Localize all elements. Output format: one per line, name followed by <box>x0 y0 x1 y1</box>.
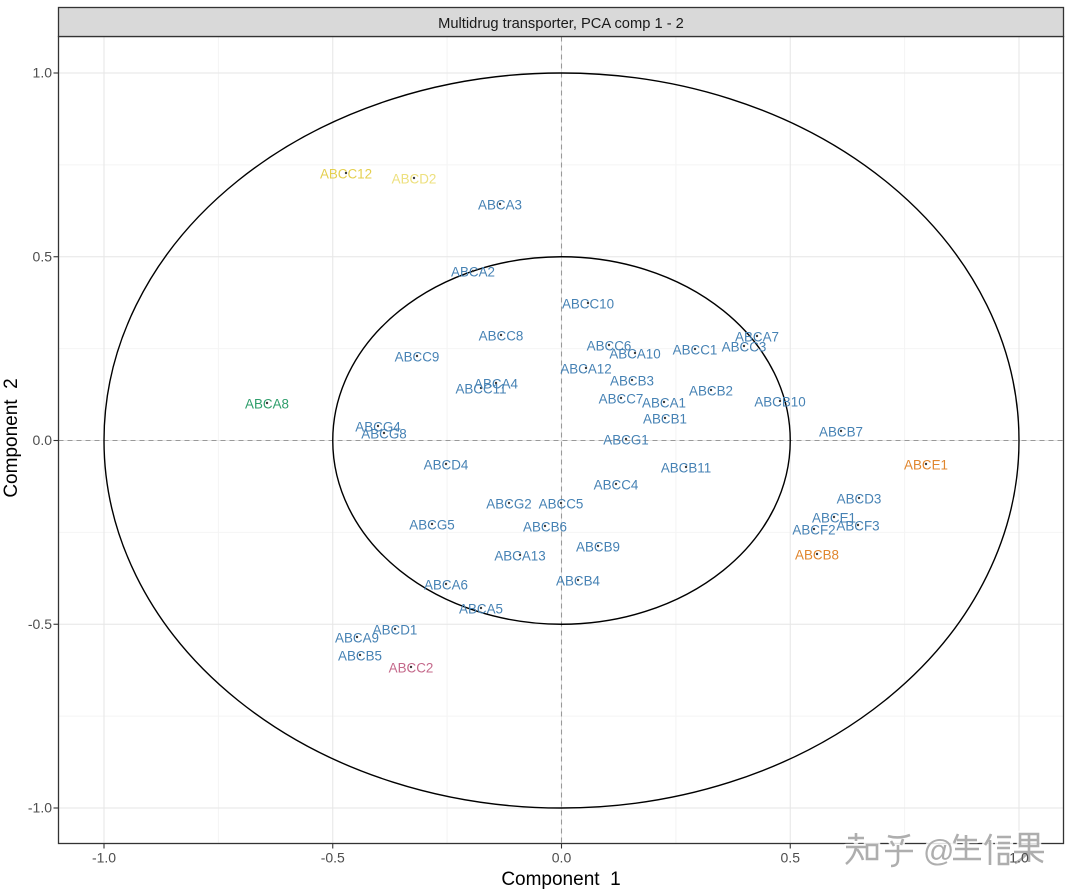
svg-text:ABCA12: ABCA12 <box>560 362 611 377</box>
svg-text:ABCC11: ABCC11 <box>455 382 506 397</box>
svg-text:@: @ <box>923 833 954 868</box>
svg-text:ABCF2: ABCF2 <box>792 523 835 538</box>
svg-text:ABCG8: ABCG8 <box>361 427 406 442</box>
svg-text:Multidrug transporter, PCA com: Multidrug transporter, PCA comp 1 - 2 <box>438 16 684 32</box>
svg-text:ABCG2: ABCG2 <box>486 497 531 512</box>
svg-text:ABCC5: ABCC5 <box>539 497 584 512</box>
svg-text:ABCG4: ABCG4 <box>355 420 401 435</box>
svg-text:ABCA6: ABCA6 <box>424 578 468 593</box>
svg-text:ABCG1: ABCG1 <box>603 433 648 448</box>
svg-text:ABCC3: ABCC3 <box>722 340 767 355</box>
svg-text:ABCE1: ABCE1 <box>812 511 856 526</box>
svg-text:-1.0: -1.0 <box>92 850 116 866</box>
svg-text:ABCB10: ABCB10 <box>754 395 805 410</box>
svg-text:ABCB1: ABCB1 <box>643 412 687 427</box>
svg-text:Component 2: Component 2 <box>1 378 22 497</box>
svg-text:-1.0: -1.0 <box>28 800 52 816</box>
svg-text:ABCB9: ABCB9 <box>576 540 620 555</box>
svg-text:ABCD2: ABCD2 <box>392 172 437 187</box>
svg-text:ABCA7: ABCA7 <box>735 330 779 345</box>
svg-text:ABCC2: ABCC2 <box>389 661 434 676</box>
svg-text:ABCF3: ABCF3 <box>836 519 879 534</box>
svg-text:ABCC10: ABCC10 <box>562 297 614 312</box>
svg-text:ABCD1: ABCD1 <box>373 623 418 638</box>
svg-text:ABCA8: ABCA8 <box>245 397 289 412</box>
svg-text:ABCB6: ABCB6 <box>523 520 567 535</box>
svg-text:0.0: 0.0 <box>552 850 572 866</box>
svg-text:ABCA13: ABCA13 <box>494 549 545 564</box>
svg-text:ABCA10: ABCA10 <box>609 347 660 362</box>
svg-text:0.5: 0.5 <box>781 850 801 866</box>
svg-text:ABCA1: ABCA1 <box>642 396 686 411</box>
svg-text:ABCC9: ABCC9 <box>395 350 440 365</box>
svg-text:ABCC7: ABCC7 <box>599 392 644 407</box>
svg-text:ABCC8: ABCC8 <box>479 329 524 344</box>
svg-text:@: @ <box>923 833 954 868</box>
svg-text:ABCB2: ABCB2 <box>689 384 733 399</box>
svg-text:ABCD4: ABCD4 <box>424 458 469 473</box>
svg-text:ABCB4: ABCB4 <box>556 574 600 589</box>
svg-text:Component 1: Component 1 <box>501 869 620 890</box>
svg-text:0.0: 0.0 <box>33 432 53 448</box>
svg-text:1.0: 1.0 <box>33 65 53 81</box>
svg-text:ABCA5: ABCA5 <box>459 602 503 617</box>
svg-text:ABCE1: ABCE1 <box>904 458 948 473</box>
svg-text:0.5: 0.5 <box>33 248 53 264</box>
svg-text:ABCB7: ABCB7 <box>819 425 863 440</box>
svg-text:-0.5: -0.5 <box>321 850 345 866</box>
svg-text:ABCC12: ABCC12 <box>320 167 372 182</box>
svg-text:ABCC1: ABCC1 <box>673 343 718 358</box>
svg-text:ABCB8: ABCB8 <box>795 548 839 563</box>
svg-text:ABCB11: ABCB11 <box>661 461 711 476</box>
svg-text:ABCC4: ABCC4 <box>594 478 639 493</box>
svg-text:1.0: 1.0 <box>1009 850 1029 866</box>
svg-text:ABCC6: ABCC6 <box>587 339 632 354</box>
svg-text:ABCA2: ABCA2 <box>451 265 495 280</box>
svg-text:ABCB3: ABCB3 <box>610 374 654 389</box>
svg-text:ABCA9: ABCA9 <box>335 631 379 646</box>
svg-text:-0.5: -0.5 <box>28 616 52 632</box>
svg-text:ABCB5: ABCB5 <box>338 649 382 664</box>
svg-text:ABCD3: ABCD3 <box>837 492 882 507</box>
svg-text:ABCA4: ABCA4 <box>474 377 518 392</box>
svg-text:ABCG5: ABCG5 <box>409 518 454 533</box>
svg-text:ABCA3: ABCA3 <box>478 198 522 213</box>
